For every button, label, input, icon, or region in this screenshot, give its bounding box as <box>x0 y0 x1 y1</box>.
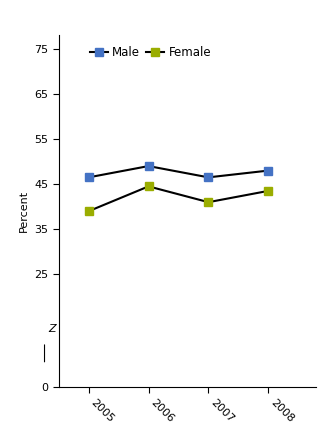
Line: Male: Male <box>84 162 273 182</box>
Legend: Male, Female: Male, Female <box>85 41 216 63</box>
Female <box>147 184 151 189</box>
Male <box>266 168 270 173</box>
Line: Female: Female <box>84 182 273 215</box>
Male <box>87 175 91 180</box>
Female <box>266 188 270 194</box>
Female <box>206 199 210 205</box>
Female <box>87 209 91 214</box>
Y-axis label: Percent: Percent <box>19 190 29 232</box>
Text: Z: Z <box>49 323 56 334</box>
Male <box>147 163 151 169</box>
Male <box>206 175 210 180</box>
